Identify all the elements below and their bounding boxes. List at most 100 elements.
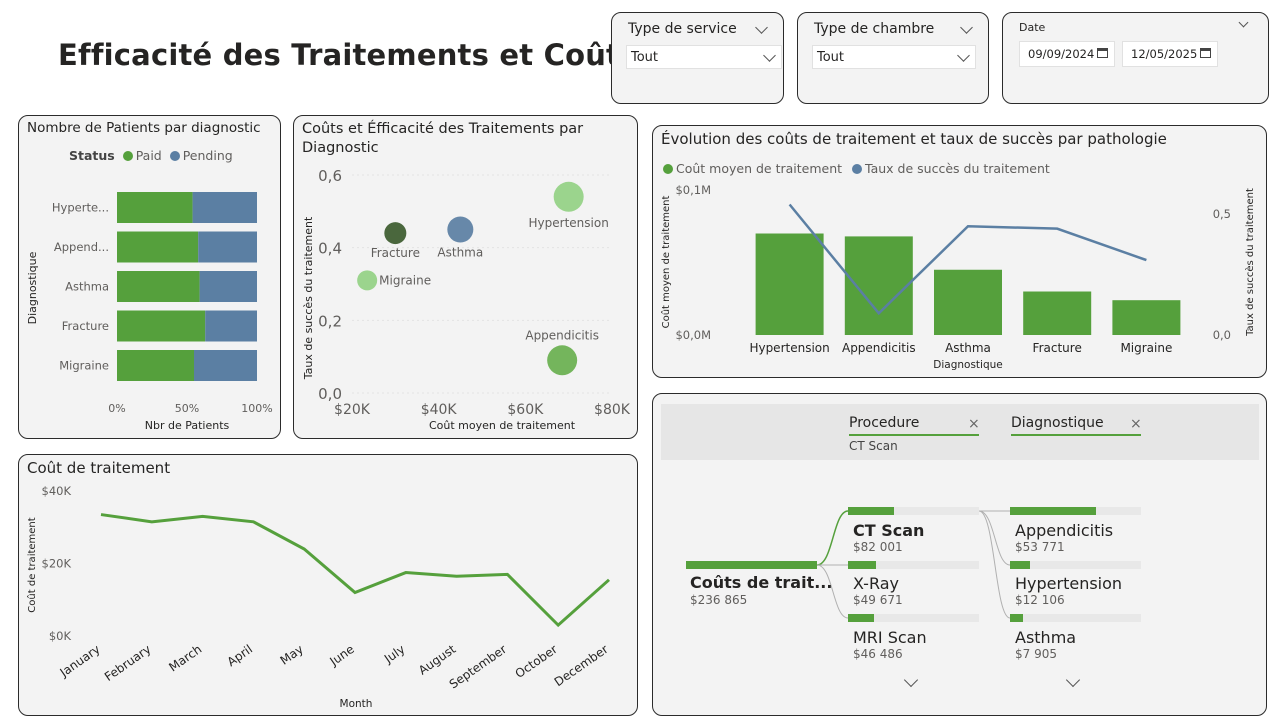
x-tick-label: Fracture <box>1033 341 1082 355</box>
bar-pending <box>199 271 257 302</box>
x-tick-label: Hypertension <box>749 341 829 355</box>
page-title: Efficacité des Traitements et Coûts <box>58 38 638 72</box>
legend-paid: Paid <box>135 148 162 163</box>
point-label: Hypertension <box>529 216 609 230</box>
x-tick-label: October <box>513 642 560 681</box>
chevron-down-icon[interactable] <box>755 21 768 34</box>
level2-bar[interactable] <box>1010 614 1141 622</box>
root-node-name[interactable]: Coûts de trait... <box>690 573 833 592</box>
level1-node-name[interactable]: X-Ray <box>853 574 899 593</box>
x-tick-label: Migraine <box>1120 341 1172 355</box>
scatter-chart: 0,0 0,2 0,4 0,6 $20K $40K $60K $80K Fracture Asth… <box>302 167 631 432</box>
line-cost <box>100 513 610 628</box>
x-tick-label: 50% <box>175 402 199 415</box>
bar-paid <box>117 192 193 223</box>
line-rate <box>788 203 1147 316</box>
root-bar[interactable] <box>686 561 817 569</box>
x-tick-label: 0% <box>108 402 125 415</box>
y-tick-label: Asthma <box>65 280 109 294</box>
scatter-point <box>553 181 584 212</box>
y-axis-label: Coût moyen de traitement <box>660 196 672 329</box>
bar-pending <box>192 192 257 223</box>
chevron-down-icon[interactable] <box>960 21 973 34</box>
monthly-chart-card: Coût de traitement $0K $20K $40K January Feb… <box>18 454 638 716</box>
scatter-point <box>447 216 474 243</box>
close-icon[interactable]: × <box>1130 416 1142 432</box>
decomp-connectors <box>816 510 1011 619</box>
x-tick-label: July <box>381 642 408 666</box>
x-tick-label: $80K <box>594 402 631 418</box>
chambre-dropdown[interactable]: Tout <box>812 45 976 69</box>
level2-node-name[interactable]: Appendicitis <box>1015 521 1114 540</box>
y-tick-label: $0,1M <box>675 183 711 197</box>
level1-bar[interactable] <box>848 614 979 622</box>
bar-pending <box>205 310 257 342</box>
level1-bar-fill <box>848 507 894 515</box>
service-slicer-label: Type de service <box>628 21 737 37</box>
legend-pending-swatch <box>169 151 180 161</box>
level1-bar[interactable] <box>848 561 979 569</box>
calendar-icon[interactable] <box>1097 48 1108 58</box>
legend-pending: Pending <box>182 148 233 163</box>
chambre-value: Tout <box>817 50 845 65</box>
chevron-down-icon <box>763 49 776 62</box>
legend-title: Status <box>69 148 115 163</box>
scatter-chart-title: Coûts et Éfficacité des Traitements par … <box>302 121 584 156</box>
chambre-slicer-label: Type de chambre <box>814 21 935 37</box>
bar-cost <box>1023 291 1092 335</box>
combo-legend: Coût moyen de traitement Taux de succès … <box>663 161 1050 176</box>
level2-node-name[interactable]: Hypertension <box>1015 574 1123 593</box>
date-end-input[interactable]: 12/05/2025 <box>1122 41 1218 67</box>
close-icon[interactable]: × <box>968 416 980 432</box>
chambre-slicer: Type de chambre Tout <box>797 12 989 104</box>
level1-bar-fill <box>848 614 875 622</box>
bar-cost <box>755 233 824 335</box>
level2-bar[interactable] <box>1010 561 1141 569</box>
legend-cost: Coût moyen de traitement <box>676 161 843 176</box>
level1-bar[interactable] <box>848 507 979 515</box>
x-tick-label: $40K <box>421 402 458 418</box>
level-procedure-selected: CT Scan <box>849 439 898 453</box>
level-procedure-label[interactable]: Procedure <box>849 415 920 431</box>
scatter-point <box>547 345 578 376</box>
y-tick-label: $0K <box>49 629 72 643</box>
y-tick-label: Migraine <box>59 359 109 373</box>
level2-node-name[interactable]: Asthma <box>1015 628 1077 647</box>
root-bar-fill <box>686 561 817 569</box>
bar-cost <box>934 269 1002 335</box>
y-axis-label: Coût de traitement <box>26 517 38 612</box>
bar-paid <box>117 350 194 381</box>
level1-node-name[interactable]: CT Scan <box>853 521 925 540</box>
level1-node-name[interactable]: MRI Scan <box>853 628 927 647</box>
legend-rate-swatch <box>852 164 863 174</box>
root-node-value: $236 865 <box>690 593 748 607</box>
level2-node-value: $7 905 <box>1015 647 1057 661</box>
y-axis-label: Diagnostique <box>26 251 39 324</box>
level2-bar-fill <box>1010 507 1097 515</box>
point-label: Asthma <box>437 246 483 260</box>
service-value: Tout <box>631 50 659 65</box>
date-start-value: 09/09/2024 <box>1028 47 1095 61</box>
level2-bar-fill <box>1010 614 1024 622</box>
service-dropdown[interactable]: Tout <box>626 45 782 69</box>
level1-bar-fill <box>848 561 876 569</box>
date-start-input[interactable]: 09/09/2024 <box>1019 41 1115 67</box>
y-tick-label: 0,2 <box>318 312 342 330</box>
level1-node-value: $82 001 <box>853 540 903 554</box>
x-tick-label: September <box>447 642 509 692</box>
point-label: Fracture <box>371 246 420 260</box>
y-tick-label: $40K <box>42 484 72 498</box>
y-tick-label: Hyperte... <box>52 201 109 215</box>
x-tick-label: August <box>416 642 459 678</box>
y-tick-label: 0,0 <box>318 385 342 403</box>
calendar-icon[interactable] <box>1200 48 1211 58</box>
level-diagnostique-label[interactable]: Diagnostique <box>1011 415 1104 431</box>
y-tick-label: $20K <box>42 557 72 571</box>
level-procedure-underline <box>849 434 979 436</box>
chevron-down-icon <box>957 49 970 62</box>
x-tick-label: June <box>326 642 356 669</box>
y-tick-label: Fracture <box>62 319 109 333</box>
level2-bar[interactable] <box>1010 507 1141 515</box>
level2-node-value: $53 771 <box>1015 540 1065 554</box>
chevron-down-icon[interactable] <box>1238 17 1249 28</box>
